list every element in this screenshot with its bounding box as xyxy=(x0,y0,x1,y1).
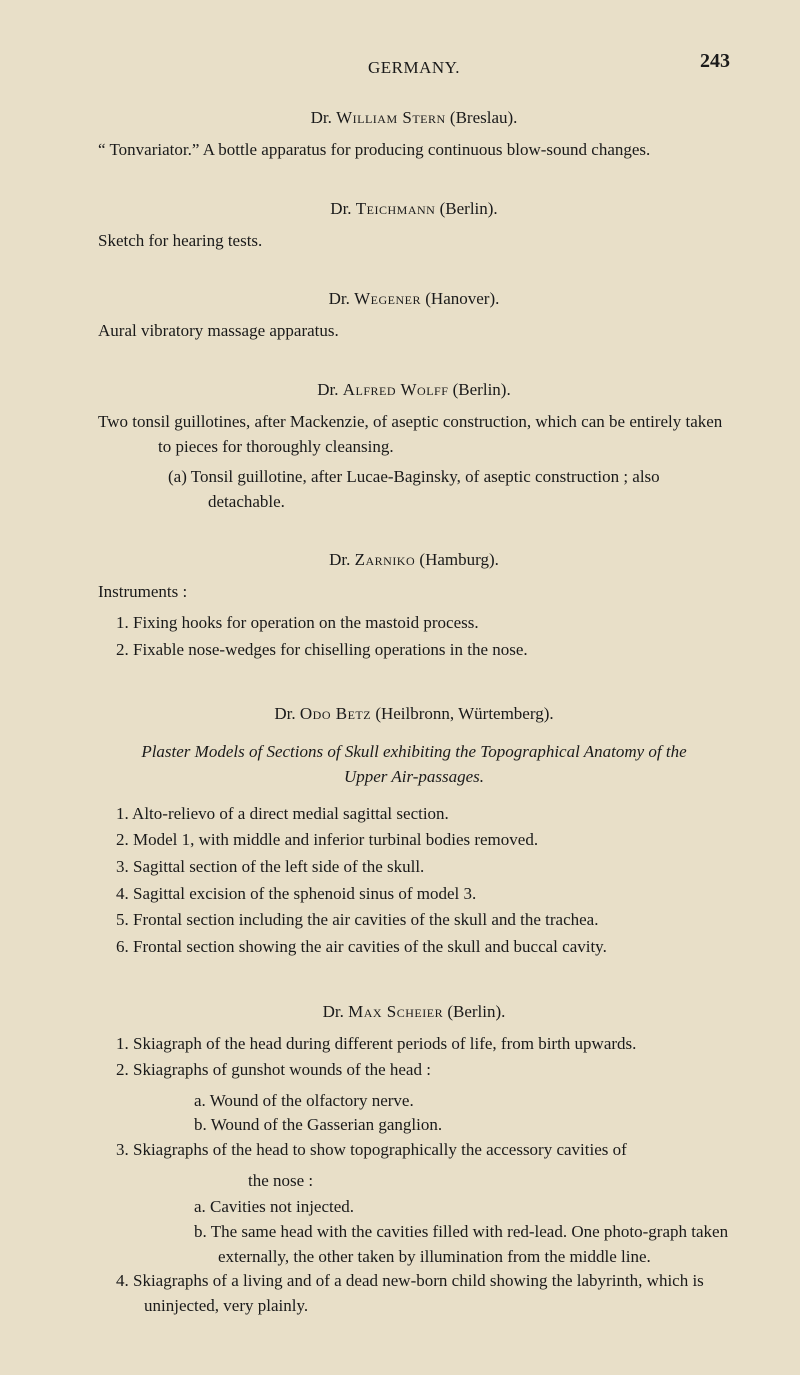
author-prefix: Dr. xyxy=(311,108,337,127)
entry-body: “ Tonvariator.” A bottle apparatus for p… xyxy=(98,138,730,163)
instrument-list: 1. Fixing hooks for operation on the mas… xyxy=(98,611,730,662)
author-heading: Dr. Wegener (Hanover). xyxy=(98,289,730,309)
sub-item: a. Cavities not injected. xyxy=(98,1195,730,1220)
author-name: Alfred Wolff xyxy=(343,380,449,399)
skiagraph-list: 1. Skiagraph of the head during differen… xyxy=(98,1032,730,1083)
author-suffix: (Berlin). xyxy=(435,199,497,218)
sub-item: b. Wound of the Gasserian ganglion. xyxy=(98,1113,730,1138)
author-name: William Stern xyxy=(336,108,446,127)
list-item: 2. Model 1, with middle and inferior tur… xyxy=(98,828,730,853)
author-suffix: (Hamburg). xyxy=(415,550,499,569)
author-name: Wegener xyxy=(354,289,421,308)
sub-item: a. Wound of the olfactory nerve. xyxy=(98,1089,730,1114)
skiagraph-list: 4. Skiagraphs of a living and of a dead … xyxy=(98,1269,730,1318)
list-item: 6. Frontal section showing the air cavit… xyxy=(98,935,730,960)
running-title: GERMANY. xyxy=(98,58,730,78)
author-heading: Dr. Zarniko (Hamburg). xyxy=(98,550,730,570)
list-item: 2. Fixable nose-wedges for chiselling op… xyxy=(98,638,730,663)
author-suffix: (Hanover). xyxy=(421,289,499,308)
list-item: 2. Skiagraphs of gunshot wounds of the h… xyxy=(98,1058,730,1083)
list-item: 1. Alto-relievo of a direct medial sagit… xyxy=(98,802,730,827)
author-prefix: Dr. xyxy=(317,380,343,399)
author-prefix: Dr. xyxy=(323,1002,349,1021)
entry-body-line: Two tonsil guillotines, after Mackenzie,… xyxy=(98,410,730,459)
section-title-line: Upper Air-passages. xyxy=(344,767,484,786)
section-title-line: Plaster Models of Sections of Skull exhi… xyxy=(141,742,686,761)
author-heading: Dr. Odo Betz (Heilbronn, Würtemberg). xyxy=(98,704,730,724)
list-item: 4. Skiagraphs of a living and of a dead … xyxy=(98,1269,730,1318)
author-suffix: (Breslau). xyxy=(446,108,518,127)
author-suffix: (Heilbronn, Würtemberg). xyxy=(371,704,554,723)
entry-lead: Instruments : xyxy=(98,580,730,605)
author-prefix: Dr. xyxy=(274,704,300,723)
list-item: 4. Sagittal excision of the sphenoid sin… xyxy=(98,882,730,907)
entry-body: Aural vibratory massage apparatus. xyxy=(98,319,730,344)
author-name: Teichmann xyxy=(356,199,436,218)
list-item-continuation: the nose : xyxy=(98,1169,730,1194)
model-list: 1. Alto-relievo of a direct medial sagit… xyxy=(98,802,730,960)
list-item: 3. Sagittal section of the left side of … xyxy=(98,855,730,880)
author-heading: Dr. Max Scheier (Berlin). xyxy=(98,1002,730,1022)
list-item: 5. Frontal section including the air cav… xyxy=(98,908,730,933)
author-heading: Dr. Teichmann (Berlin). xyxy=(98,199,730,219)
entry-body: Sketch for hearing tests. xyxy=(98,229,730,254)
list-item: 1. Fixing hooks for operation on the mas… xyxy=(98,611,730,636)
author-prefix: Dr. xyxy=(329,289,355,308)
sub-item: b. The same head with the cavities fille… xyxy=(98,1220,730,1269)
section-title: Plaster Models of Sections of Skull exhi… xyxy=(98,740,730,789)
author-suffix: (Berlin). xyxy=(448,380,510,399)
skiagraph-list: 3. Skiagraphs of the head to show topogr… xyxy=(98,1138,730,1163)
author-heading: Dr. William Stern (Breslau). xyxy=(98,108,730,128)
author-name: Max Scheier xyxy=(348,1002,443,1021)
page-number: 243 xyxy=(700,50,730,73)
author-heading: Dr. Alfred Wolff (Berlin). xyxy=(98,380,730,400)
author-prefix: Dr. xyxy=(329,550,355,569)
entry-body-subline: (a) Tonsil guillotine, after Lucae-Bagin… xyxy=(98,465,730,514)
author-suffix: (Berlin). xyxy=(443,1002,505,1021)
running-head: GERMANY. 243 xyxy=(98,58,730,86)
author-prefix: Dr. xyxy=(330,199,356,218)
author-name: Zarniko xyxy=(355,550,416,569)
page: GERMANY. 243 Dr. William Stern (Breslau)… xyxy=(0,0,800,1375)
author-name: Odo Betz xyxy=(300,704,371,723)
list-item: 1. Skiagraph of the head during differen… xyxy=(98,1032,730,1057)
list-item: 3. Skiagraphs of the head to show topogr… xyxy=(98,1138,730,1163)
